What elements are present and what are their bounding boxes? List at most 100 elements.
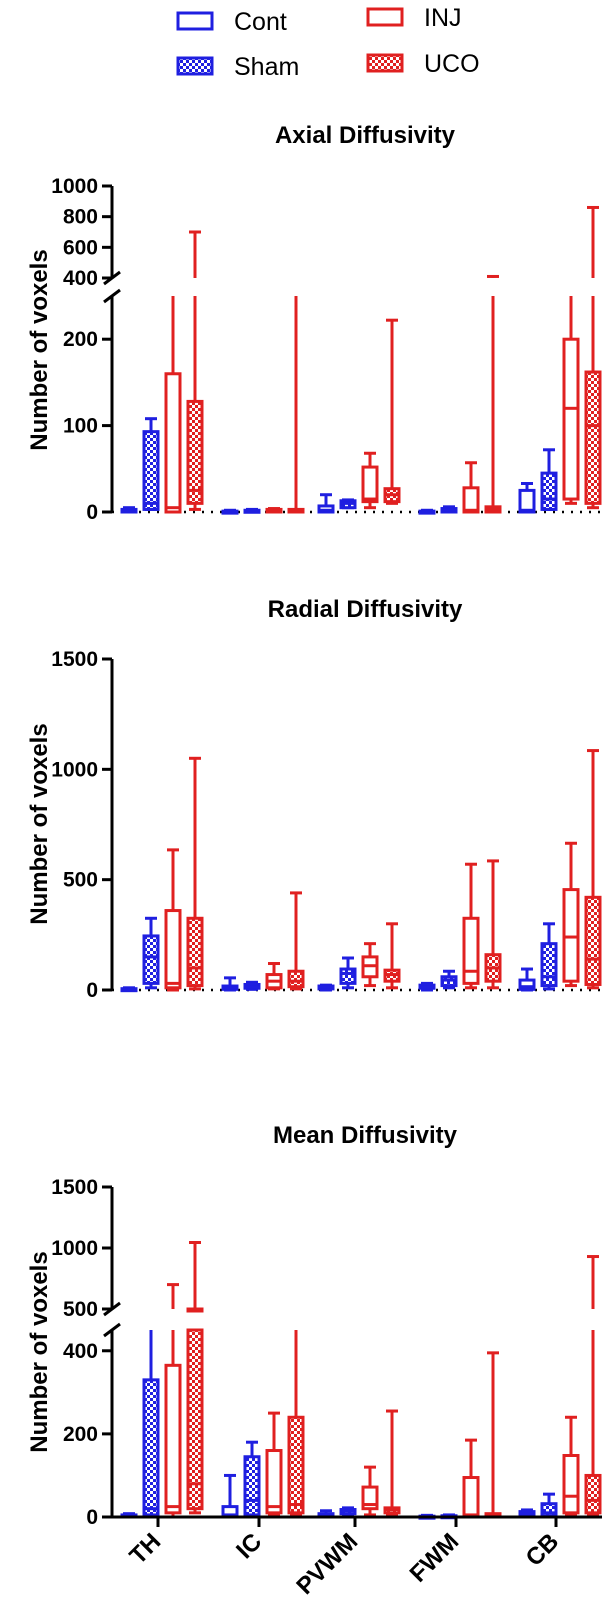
y-tick-label: 200	[63, 1423, 98, 1446]
chart-panels: Axial Diffusivity Number of voxels 0 100 200…	[26, 122, 602, 1600]
box-body	[265, 1449, 283, 1515]
box-body	[562, 1453, 580, 1515]
box-cont-ic	[221, 1473, 239, 1519]
legend-entry-inj: INJ	[366, 4, 462, 32]
box-body	[462, 486, 480, 514]
box-body	[584, 1473, 602, 1515]
box-body	[562, 337, 580, 501]
box-body	[164, 1363, 182, 1515]
y-tick-label: 500	[63, 1298, 98, 1321]
y-tick-label: 0	[86, 979, 98, 1002]
box-sham-ic	[243, 1440, 261, 1517]
box-uco-pvwm	[383, 922, 401, 990]
box-cont-ic	[221, 508, 239, 515]
box-cont-cb	[518, 967, 536, 992]
box-cont-pvwm	[317, 983, 335, 992]
legend-entry-uco: UCO	[366, 50, 480, 78]
box-inj-th	[164, 1283, 182, 1519]
box-inj-fwm	[462, 1438, 480, 1519]
y-tick-label: 400	[63, 1340, 98, 1363]
box-uco-ic	[287, 1330, 305, 1517]
axis-break-mark	[103, 270, 121, 286]
box-body	[518, 978, 536, 991]
box-body	[186, 916, 204, 988]
y-axis-label: Number of voxels	[26, 1251, 53, 1452]
box-inj-cb	[562, 841, 580, 988]
box-inj-ic	[265, 962, 283, 991]
box-uco-pvwm	[383, 318, 401, 505]
panel-mean-diffusivity: Mean Diffusivity Number of voxels 0 200 400 5…	[26, 1122, 602, 1600]
box-cont-fwm	[418, 981, 436, 992]
y-tick-label: 100	[63, 415, 98, 438]
box-uco-pvwm	[383, 1409, 401, 1517]
box-inj-ic	[265, 1411, 283, 1517]
box-inj-cb	[562, 1415, 580, 1517]
box-body	[462, 916, 480, 985]
chart-title: Axial Diffusivity	[275, 122, 456, 149]
box-uco-ic	[287, 891, 305, 991]
legend-label: Sham	[234, 53, 299, 81]
box-body	[142, 934, 160, 985]
box-uco-fwm	[484, 859, 502, 990]
box-sham-th	[142, 916, 160, 990]
y-tick-label: 500	[63, 869, 98, 892]
x-tick-label-pvwm: PVWM	[291, 1528, 363, 1600]
chart-title: Mean Diffusivity	[273, 1122, 458, 1149]
box-sham-fwm	[440, 505, 458, 514]
y-axis-label: Number of voxels	[26, 723, 53, 924]
box-inj-pvwm	[361, 1465, 379, 1517]
box-uco-cb	[584, 1255, 602, 1517]
legend-label: UCO	[424, 50, 480, 78]
box-inj-fwm	[462, 461, 480, 514]
y-tick-label: 1500	[51, 648, 98, 671]
chart-title: Radial Diffusivity	[268, 596, 463, 623]
axis-break-mark	[103, 1301, 121, 1317]
box-cont-th	[120, 986, 138, 993]
box-sham-pvwm	[339, 1506, 357, 1517]
box-body	[540, 942, 558, 988]
legend-label: Cont	[234, 8, 287, 36]
legend-swatch	[176, 11, 214, 31]
box-body	[243, 1455, 261, 1517]
box-body	[287, 969, 305, 989]
box-inj-pvwm	[361, 942, 379, 988]
box-inj-pvwm	[361, 451, 379, 510]
box-body	[462, 1476, 480, 1518]
legend-swatch	[176, 56, 214, 76]
box-body	[562, 888, 580, 983]
x-tick-label-fwm: FWM	[405, 1528, 465, 1588]
box-inj-cb	[562, 296, 580, 505]
box-uco-fwm	[484, 274, 502, 514]
legend-swatch	[366, 53, 404, 73]
box-uco-ic	[287, 296, 305, 514]
x-tick-label-th: TH	[125, 1528, 167, 1570]
box-cont-cb	[518, 481, 536, 514]
box-sham-cb	[540, 1492, 558, 1518]
box-uco-fwm	[484, 1351, 502, 1519]
box-body	[361, 465, 379, 504]
box-body	[518, 488, 536, 514]
y-tick-label: 200	[63, 328, 98, 351]
axis-break-mark	[103, 1322, 121, 1338]
panel-axial-diffusivity: Axial Diffusivity Number of voxels 0 100 200…	[26, 122, 602, 524]
y-tick-label: 1000	[51, 758, 98, 781]
box-sham-cb	[540, 448, 558, 511]
y-tick-label: 1000	[51, 175, 98, 198]
y-tick-label: 800	[63, 206, 98, 229]
box-uco-cb	[584, 205, 602, 510]
box-uco-th	[186, 756, 204, 991]
box-body	[339, 967, 357, 985]
box-body	[584, 895, 602, 986]
y-tick-label: 1500	[51, 1176, 98, 1199]
box-uco-cb	[584, 749, 602, 990]
box-sham-cb	[540, 922, 558, 991]
box-cont-ic	[221, 976, 239, 992]
box-sham-pvwm	[339, 956, 357, 990]
box-sham-ic	[243, 507, 261, 514]
box-body	[584, 370, 602, 505]
box-inj-ic	[265, 507, 283, 514]
y-tick-label: 0	[86, 501, 98, 524]
y-tick-label: 1000	[51, 1237, 98, 1260]
box-sham-pvwm	[339, 498, 357, 510]
box-cont-fwm	[418, 508, 436, 515]
